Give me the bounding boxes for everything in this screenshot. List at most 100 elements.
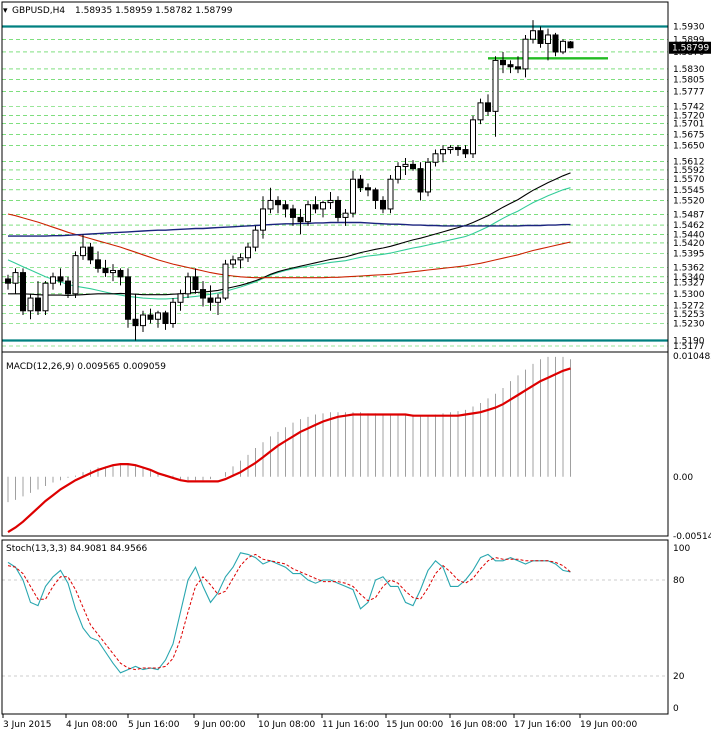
- stoch-signal-line: [7, 553, 571, 671]
- candle: [515, 56, 521, 74]
- candle: [222, 259, 229, 301]
- candle: [245, 242, 251, 262]
- candle: [125, 268, 131, 328]
- candle-body: [162, 312, 169, 325]
- candle: [20, 268, 26, 316]
- candle-body: [395, 166, 401, 180]
- candle: [387, 174, 394, 214]
- time-tick-label: 5 Jun 16:00: [128, 720, 180, 730]
- candle: [327, 191, 334, 209]
- candle: [402, 158, 409, 175]
- candle-body: [515, 66, 521, 70]
- stoch-tick-label: 80: [673, 576, 685, 586]
- candle-body: [470, 119, 476, 155]
- candle-body: [327, 199, 334, 204]
- candle: [552, 32, 559, 57]
- candle-body: [567, 41, 574, 49]
- macd-signal-line: [7, 367, 571, 534]
- candle: [567, 40, 574, 49]
- candle: [477, 98, 484, 125]
- candle: [282, 200, 289, 218]
- candle-body: [417, 168, 424, 193]
- candle-body: [72, 255, 79, 295]
- price-tick-label: 1.5520: [673, 196, 705, 206]
- price-tick-label: 1.5300: [673, 290, 705, 300]
- price-tick-label: 1.5777: [673, 87, 705, 97]
- candle-body: [477, 102, 484, 121]
- candle: [140, 310, 146, 332]
- candle: [485, 94, 491, 116]
- candle: [50, 272, 56, 290]
- current-price-tag: [669, 41, 711, 54]
- candle-body: [140, 314, 146, 327]
- macd-panel: [7, 356, 571, 534]
- stoch-main-line: [7, 552, 571, 674]
- price-tick-label: 1.5675: [673, 131, 705, 141]
- candle: [215, 293, 221, 316]
- stoch-title: Stoch(13,3,3) 84.9081 84.9566: [6, 544, 147, 554]
- candle: [57, 268, 64, 286]
- candle-body: [237, 257, 244, 261]
- candle: [357, 174, 364, 192]
- time-tick-label: 16 Jun 08:00: [450, 720, 507, 730]
- candle: [260, 196, 266, 239]
- candle: [380, 196, 386, 214]
- candle: [342, 208, 349, 226]
- candle: [5, 274, 11, 290]
- candle: [545, 28, 551, 61]
- candle-body: [350, 178, 356, 214]
- time-tick-label: 9 Jun 00:00: [194, 720, 246, 730]
- candle: [170, 298, 176, 328]
- candle: [462, 145, 469, 159]
- time-axis: 3 Jun 2015 4 Jun 08:00 5 Jun 16:00 9 Jun 00…: [2, 714, 637, 730]
- candle: [417, 162, 424, 201]
- price-axis: 1.59301.58991.58701.58301.58051.57771.57…: [669, 22, 711, 714]
- candle: [275, 196, 281, 214]
- price-tick-label: 1.5272: [673, 302, 705, 312]
- candle-body: [80, 246, 86, 257]
- candle: [395, 162, 401, 184]
- candle-body: [545, 34, 551, 44]
- candle: [335, 196, 341, 222]
- candle: [72, 251, 79, 299]
- candle-body: [492, 59, 499, 112]
- candle-body: [552, 34, 559, 53]
- candle-body: [447, 146, 454, 151]
- candle-body: [335, 199, 341, 218]
- candle-body: [275, 199, 281, 206]
- price-tick-label: 1.5742: [673, 102, 705, 112]
- candle-body: [155, 312, 161, 320]
- candle-body: [357, 178, 364, 189]
- time-tick-label: 11 Jun 16:00: [322, 720, 379, 730]
- candle-body: [95, 259, 101, 269]
- candle: [117, 268, 124, 286]
- candle: [530, 20, 536, 44]
- stoch-tick-label: 20: [673, 672, 685, 682]
- candle-body: [365, 187, 371, 191]
- candle-body: [530, 30, 536, 40]
- candle: [305, 200, 311, 226]
- price-tick-label: 1.5930: [673, 22, 705, 32]
- ma-line-ma_blue: [8, 221, 571, 237]
- candle: [500, 51, 506, 74]
- candle-body: [230, 259, 236, 265]
- price-tick-label: 1.5395: [673, 249, 705, 259]
- candle-body: [147, 314, 154, 320]
- candle: [455, 145, 461, 156]
- panel-frames: [1, 1, 669, 715]
- candle-body: [110, 269, 116, 274]
- candle: [297, 208, 304, 235]
- price-tick-label: 1.5545: [673, 186, 705, 196]
- candle-body: [402, 163, 409, 168]
- ma-line-ma_mid: [8, 172, 571, 297]
- price-tick-label: 1.5592: [673, 166, 705, 176]
- candle: [320, 200, 326, 218]
- candle-body: [252, 229, 259, 248]
- candle-body: [42, 282, 49, 312]
- stoch-tick-label: 0: [673, 704, 679, 714]
- price-tick-label: 1.5487: [673, 210, 705, 220]
- candle: [312, 196, 319, 214]
- price-tick-label: 1.5420: [673, 239, 705, 249]
- candle-body: [537, 30, 544, 44]
- candle-body: [215, 297, 221, 303]
